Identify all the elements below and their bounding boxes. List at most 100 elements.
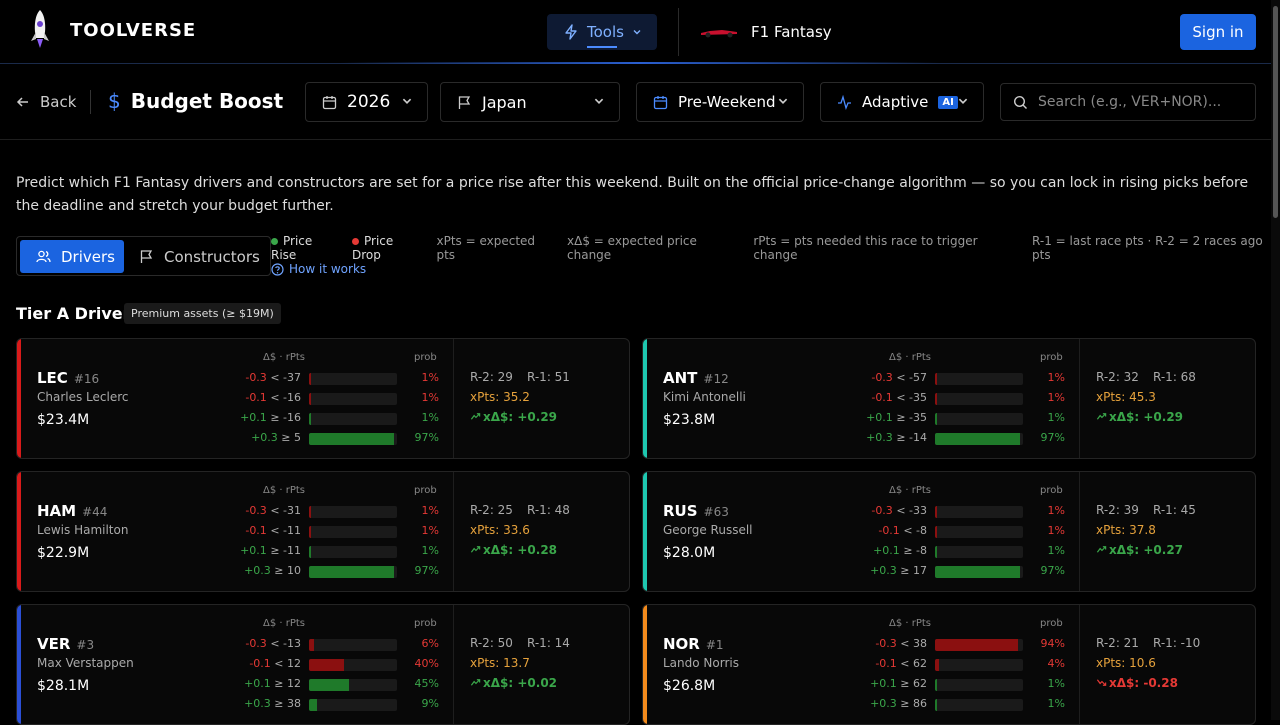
search-box[interactable] (1000, 83, 1256, 121)
prob-bar-fill (935, 546, 937, 558)
brand-name[interactable]: TOOLVERSE (70, 20, 197, 41)
race-select[interactable]: Japan (440, 82, 620, 122)
prob-bar-track (935, 679, 1023, 691)
prob-bar-fill (935, 413, 937, 425)
prob-row: +0.3 ≥ 5 97% (217, 431, 439, 445)
tab-constructors[interactable]: Constructors (125, 240, 270, 273)
delta-threshold: -0.3 < -57 (871, 371, 927, 384)
scrollbar-thumb[interactable] (1273, 6, 1278, 218)
driver-price: $26.8M (663, 678, 716, 694)
driver-card[interactable]: RUS #63 George Russell $28.0M Δ$ · rPts prob -… (642, 471, 1256, 592)
prob-value: 1% (1047, 697, 1065, 710)
page-title: $ Budget Boost (108, 89, 283, 113)
prob-row: -0.3 < -13 6% (217, 637, 439, 651)
active-underline (587, 46, 617, 48)
prob-row: -0.1 < -16 1% (217, 391, 439, 405)
year-value: 2026 (347, 92, 391, 112)
prob-bar-fill (309, 546, 311, 558)
search-input[interactable] (1038, 94, 1248, 110)
prob-bar-track (309, 546, 397, 558)
tab-drivers[interactable]: Drivers (20, 240, 124, 273)
r1-points: R-1: 68 (1153, 370, 1196, 384)
activity-icon (838, 94, 851, 110)
back-button[interactable]: Back (16, 93, 76, 111)
prob-header: prob (414, 485, 437, 496)
divider (90, 90, 91, 114)
driver-card[interactable]: ANT #12 Kimi Antonelli $23.8M Δ$ · rPts prob -… (642, 338, 1256, 459)
driver-price: $22.9M (37, 545, 90, 561)
legend-xpts: xPts = expected pts (436, 234, 536, 262)
driver-card[interactable]: LEC #16 Charles Leclerc $23.4M Δ$ · rPts prob… (16, 338, 630, 459)
prob-row: -0.1 < 12 40% (217, 657, 439, 671)
r2-points: R-2: 29 (470, 370, 513, 384)
delta-threshold: -0.1 < -35 (871, 391, 927, 404)
trending-up-icon (470, 413, 481, 420)
delta-threshold: +0.1 ≥ -16 (240, 411, 301, 424)
prob-row: +0.1 ≥ 12 45% (217, 677, 439, 691)
calendar-icon (322, 95, 337, 109)
delta-threshold: -0.3 < -13 (245, 637, 301, 650)
r2-points: R-2: 32 (1096, 370, 1139, 384)
trending-up-icon (1096, 546, 1107, 553)
divider (1079, 339, 1080, 458)
year-select[interactable]: 2026 (305, 82, 428, 122)
driver-price: $23.4M (37, 412, 90, 428)
prob-row: +0.3 ≥ 86 1% (843, 697, 1065, 711)
prob-bar-track (935, 506, 1023, 518)
driver-card[interactable]: VER #3 Max Verstappen $28.1M Δ$ · rPts prob -0… (16, 604, 630, 725)
prob-value: 45% (414, 677, 439, 690)
users-icon (36, 250, 51, 263)
scrollbar[interactable] (1271, 0, 1280, 720)
prob-bar-fill (309, 659, 344, 671)
expected-points: xPts: 35.2 (470, 390, 530, 404)
driver-name: Lewis Hamilton (37, 523, 129, 537)
expected-price-change: xΔ$: +0.28 (470, 543, 557, 557)
delta-header: Δ$ · rPts (263, 485, 306, 496)
prob-bar-track (935, 413, 1023, 425)
prob-bar-fill (935, 566, 1020, 578)
delta-threshold: -0.1 < 12 (249, 657, 301, 670)
rocket-logo-icon[interactable] (28, 8, 52, 52)
prob-row: +0.1 ≥ -16 1% (217, 411, 439, 425)
delta-header: Δ$ · rPts (263, 618, 306, 629)
expected-points: xPts: 10.6 (1096, 656, 1156, 670)
f1-car-icon (701, 30, 737, 38)
tools-menu-button[interactable]: Tools (547, 14, 657, 50)
delta-threshold: -0.1 < -16 (245, 391, 301, 404)
prob-value: 1% (421, 544, 439, 557)
prob-bar-fill (309, 433, 394, 445)
mode-value: Adaptive (862, 93, 929, 111)
r1-points: R-1: 45 (1153, 503, 1196, 517)
prob-value: 9% (421, 697, 439, 710)
prob-bar-track (935, 393, 1023, 405)
prob-row: +0.1 ≥ 62 1% (843, 677, 1065, 691)
prob-bar-track (309, 566, 397, 578)
legend-drop-label: Price Drop (352, 234, 394, 262)
driver-price: $23.8M (663, 412, 716, 428)
driver-price: $28.0M (663, 545, 716, 561)
driver-card[interactable]: NOR #1 Lando Norris $26.8M Δ$ · rPts prob -0.3… (642, 604, 1256, 725)
how-it-works-link[interactable]: How it works (271, 262, 366, 276)
prob-value: 1% (421, 524, 439, 537)
prob-header: prob (414, 618, 437, 629)
prob-row: -0.3 < -33 1% (843, 504, 1065, 518)
prob-value: 6% (421, 637, 439, 650)
f1-fantasy-link[interactable]: F1 Fantasy (751, 23, 832, 41)
delta-threshold: +0.3 ≥ -14 (866, 431, 927, 444)
prob-bar-track (935, 433, 1023, 445)
prob-bar-fill (935, 433, 1020, 445)
delta-threshold: +0.3 ≥ 10 (244, 564, 301, 577)
chevron-down-icon (633, 30, 641, 35)
session-select[interactable]: Pre-Weekend (636, 82, 804, 122)
driver-card[interactable]: HAM #44 Lewis Hamilton $22.9M Δ$ · rPts prob -… (16, 471, 630, 592)
sign-in-button[interactable]: Sign in (1180, 14, 1256, 50)
green-dot-icon (271, 238, 278, 245)
prob-bar-track (935, 566, 1023, 578)
lightning-icon (565, 24, 577, 40)
mode-select[interactable]: Adaptive AI (820, 82, 984, 122)
trending-up-icon (1096, 413, 1107, 420)
prob-bar-track (309, 679, 397, 691)
prob-bar-fill (309, 639, 314, 651)
prob-value: 97% (1040, 564, 1065, 577)
r1-points: R-1: 14 (527, 636, 570, 650)
